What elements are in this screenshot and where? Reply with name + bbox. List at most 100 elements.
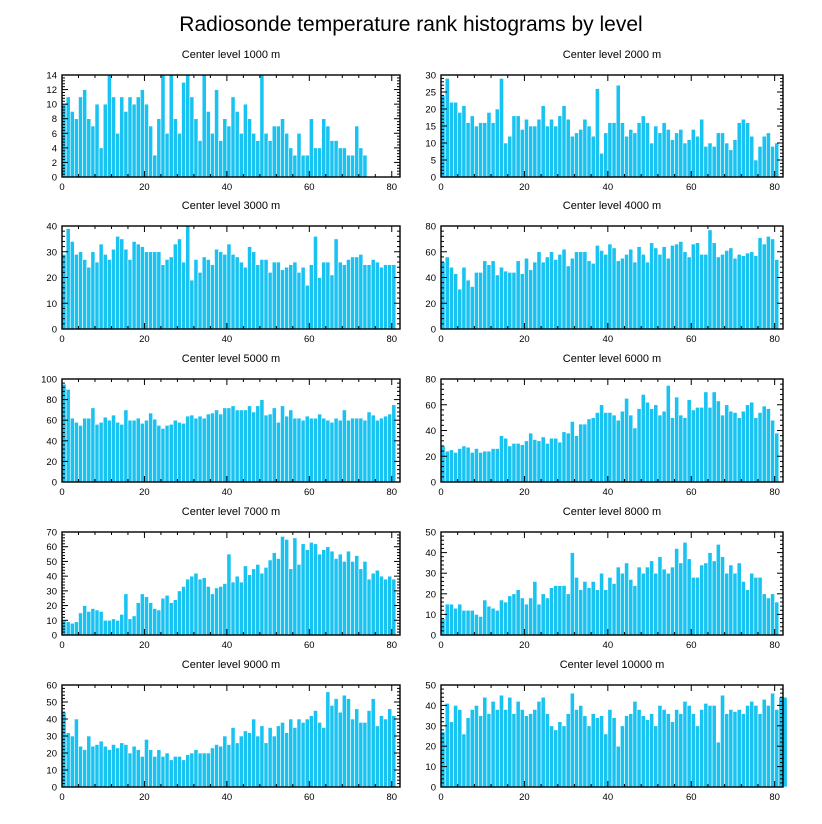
histogram-bar — [720, 694, 725, 788]
histogram-bar — [595, 245, 600, 330]
y-tick-label: 40 — [46, 222, 57, 233]
histogram-bar — [474, 272, 479, 330]
panel-title: Center level 5000 m — [182, 353, 280, 365]
histogram-bar — [107, 749, 112, 788]
histogram-bar — [214, 744, 219, 788]
histogram-bar — [611, 122, 617, 178]
x-tick-label: 20 — [139, 640, 150, 651]
histogram-bar — [757, 713, 763, 788]
x-tick-label: 40 — [603, 487, 614, 498]
histogram-bar — [749, 401, 755, 483]
histogram-bar — [507, 595, 513, 636]
histogram-bar — [653, 572, 659, 636]
histogram-bar — [387, 708, 393, 788]
histogram-bar — [111, 96, 116, 178]
histogram-bar — [569, 552, 575, 636]
histogram-bar — [628, 579, 634, 636]
histogram-bar — [661, 709, 667, 788]
histogram-bar — [774, 259, 780, 330]
histogram-bar — [444, 450, 450, 483]
histogram-bar — [243, 266, 248, 330]
histogram-bar — [461, 266, 467, 330]
histogram-bar — [181, 81, 186, 178]
histogram-bar — [490, 701, 496, 788]
histogram-bar — [590, 713, 596, 788]
histogram-bar — [620, 410, 625, 483]
histogram-bar — [156, 609, 162, 636]
histogram-bar — [197, 272, 203, 330]
y-tick-label: 80 — [425, 375, 436, 386]
histogram-bar — [309, 118, 314, 178]
histogram-bar — [519, 709, 525, 788]
y-tick-label: 20 — [425, 742, 436, 753]
histogram-bar — [156, 749, 162, 788]
histogram-bar — [119, 96, 125, 178]
histogram-bar — [632, 585, 638, 636]
histogram-bar — [603, 254, 609, 330]
y-tick-label: 20 — [425, 105, 436, 116]
histogram-bar — [123, 593, 129, 636]
histogram-bar — [350, 417, 355, 483]
histogram-bar — [140, 422, 145, 483]
histogram-bar — [346, 550, 351, 636]
histogram-bar — [127, 96, 133, 178]
histogram-bar — [674, 243, 680, 330]
histogram-bar — [703, 391, 709, 483]
histogram-bar — [131, 241, 137, 330]
histogram-bar — [230, 727, 236, 788]
histogram-bar — [127, 752, 133, 788]
histogram-bar — [478, 616, 484, 636]
histogram-bar — [247, 405, 252, 483]
histogram-bar — [511, 115, 517, 178]
histogram-bar — [549, 251, 554, 330]
histogram-bar — [665, 385, 671, 483]
histogram-bar — [358, 147, 364, 178]
histogram-bar — [519, 597, 525, 636]
histogram-bar — [728, 410, 734, 483]
y-tick-label: 6 — [52, 129, 57, 140]
histogram-bar — [578, 589, 584, 636]
histogram-bar — [218, 140, 224, 178]
histogram-bar — [94, 103, 100, 178]
histogram-bar — [218, 413, 224, 483]
histogram-bar — [557, 441, 563, 483]
histogram-bar — [65, 621, 71, 636]
panel-title: Center level 6000 m — [563, 353, 661, 365]
histogram-bar — [193, 259, 199, 330]
histogram-bar — [640, 572, 646, 636]
histogram-bar — [148, 251, 153, 330]
histogram-bar — [711, 242, 717, 330]
x-tick-label: 80 — [386, 792, 397, 803]
histogram-bar — [720, 132, 725, 178]
histogram-bar — [160, 74, 166, 178]
y-tick-label: 0 — [431, 478, 436, 489]
panel-title: Center level 10000 m — [560, 659, 665, 671]
histogram-bar — [304, 415, 310, 483]
histogram-bar — [86, 417, 92, 483]
histogram-bar — [686, 139, 692, 178]
y-tick-label: 0 — [52, 631, 57, 642]
histogram-bar — [267, 140, 273, 178]
histogram-bar — [111, 414, 116, 483]
histogram-bar — [586, 125, 592, 178]
histogram-bar — [131, 103, 137, 178]
histogram-bar — [528, 269, 534, 330]
histogram-bar — [499, 78, 504, 178]
histogram-bar — [515, 115, 521, 178]
histogram-bar — [193, 118, 199, 178]
histogram-bar — [391, 578, 397, 636]
histogram-bar — [724, 142, 730, 178]
histogram-bar — [486, 450, 492, 483]
histogram-bar — [490, 122, 496, 178]
histogram-bar — [177, 756, 182, 788]
x-tick-label: 20 — [519, 182, 530, 193]
histogram-bar — [391, 404, 397, 483]
histogram-bar — [341, 147, 347, 178]
histogram-bar — [549, 118, 554, 178]
histogram-bar — [317, 722, 322, 788]
histogram-bar — [214, 587, 219, 636]
y-tick-label: 40 — [425, 701, 436, 712]
histogram-bar — [565, 432, 571, 483]
histogram-bar — [624, 135, 629, 178]
histogram-bar — [366, 710, 372, 788]
